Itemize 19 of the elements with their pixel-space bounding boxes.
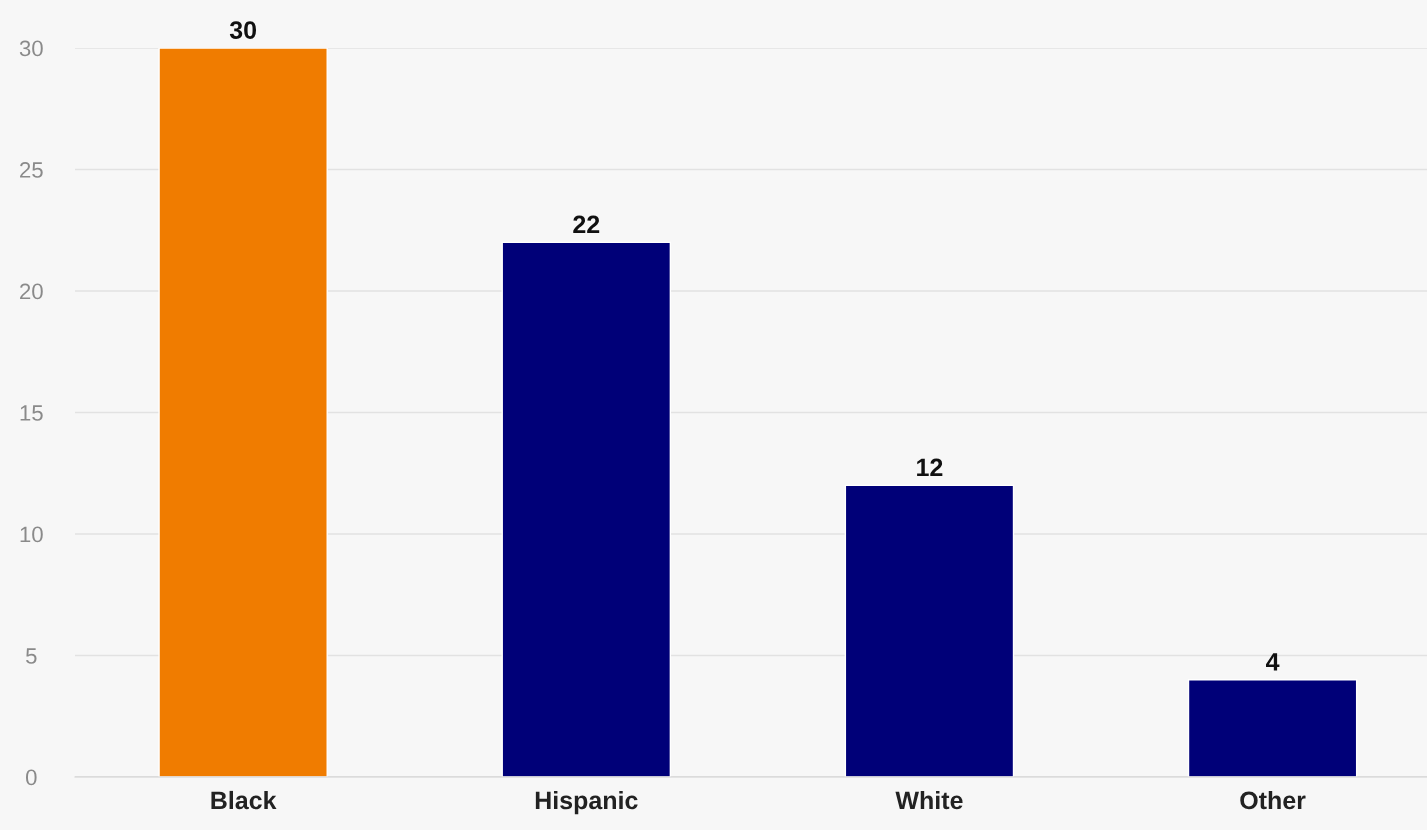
x-tick-label: Hispanic — [535, 790, 638, 815]
bar — [158, 48, 328, 777]
x-tick-label: Black — [211, 790, 277, 810]
y-tick-label: 5 — [26, 648, 37, 664]
bar — [844, 484, 1015, 777]
data-label: 12 — [917, 458, 943, 477]
y-tick-label: 25 — [20, 162, 43, 178]
y-tick-label: 10 — [20, 526, 43, 543]
bar — [1187, 679, 1358, 777]
data-label: 22 — [573, 215, 600, 234]
bar — [501, 241, 672, 777]
x-tick-label: Other — [1240, 790, 1306, 810]
y-tick-label: 20 — [20, 283, 43, 300]
data-label: 30 — [229, 21, 257, 39]
y-tick-label: 0 — [25, 769, 37, 786]
data-label: 4 — [1266, 653, 1280, 671]
x-tick-label: White — [895, 790, 963, 810]
y-tick-label: 15 — [20, 405, 43, 421]
y-tick-label: 30 — [19, 40, 43, 57]
